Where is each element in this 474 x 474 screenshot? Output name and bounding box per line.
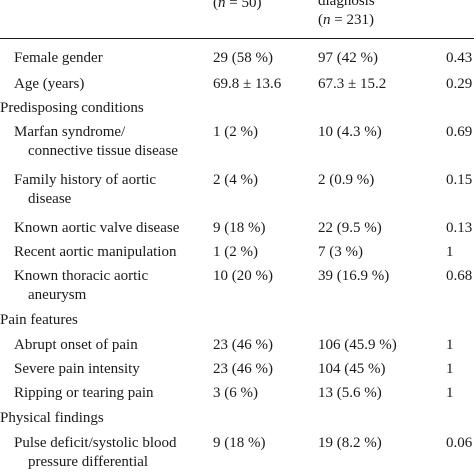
row-label2-marfan: connective tissue disease xyxy=(28,143,178,159)
header-rule xyxy=(0,38,474,39)
row-label-pulse-deficit: Pulse deficit/systolic blood xyxy=(14,435,177,451)
row-c2-family-history: 2 (0.9 %) xyxy=(318,172,375,188)
row-label2-thoracic-aneurysm: aneurysm xyxy=(28,287,87,303)
row-c3-aortic-manipulation: 1 xyxy=(446,244,454,260)
row-c1-family-history: 2 (4 %) xyxy=(213,172,258,188)
row-c1-ripping-pain: 3 (6 %) xyxy=(213,385,258,401)
row-c1-abrupt-onset: 23 (46 %) xyxy=(213,337,273,353)
row-label2-family-history: disease xyxy=(28,191,72,207)
row-c3-thoracic-aneurysm: 0.68 xyxy=(446,268,473,284)
row-c3-severe-pain: 1 xyxy=(446,361,454,377)
row-c2-female-gender: 97 (42 %) xyxy=(318,50,378,66)
row-c3-marfan: 0.69 xyxy=(446,124,473,140)
row-c1-thoracic-aneurysm: 10 (20 %) xyxy=(213,268,273,284)
section-physical-findings: Physical findings xyxy=(0,410,104,426)
row-c1-aortic-manipulation: 1 (2 %) xyxy=(213,244,258,260)
header-col1-n: (n = 50) xyxy=(213,0,261,13)
header-col2-n: (n = 231) xyxy=(318,10,374,30)
row-label2-pulse-deficit: pressure differential xyxy=(28,454,149,470)
row-label-abrupt-onset: Abrupt onset of pain xyxy=(14,337,138,353)
row-c2-severe-pain: 104 (45 %) xyxy=(318,361,386,377)
row-label-female-gender: Female gender xyxy=(14,50,103,66)
row-label-severe-pain: Severe pain intensity xyxy=(14,361,140,377)
header-col2-n-prefix: ( xyxy=(318,12,323,28)
row-label-age: Age (years) xyxy=(14,76,85,92)
row-c2-marfan: 10 (4.3 %) xyxy=(318,124,382,140)
row-c2-thoracic-aneurysm: 39 (16.9 %) xyxy=(318,268,390,284)
header-col1-n-suffix: = 50) xyxy=(225,0,262,11)
section-predisposing-conditions: Predisposing conditions xyxy=(0,100,144,116)
row-c3-pulse-deficit: 0.06 xyxy=(446,435,473,451)
row-c1-pulse-deficit: 9 (18 %) xyxy=(213,435,266,451)
row-c1-severe-pain: 23 (46 %) xyxy=(213,361,273,377)
row-label-marfan: Marfan syndrome/ xyxy=(14,124,126,140)
row-c3-abrupt-onset: 1 xyxy=(446,337,454,353)
row-c1-aortic-valve: 9 (18 %) xyxy=(213,220,266,236)
header-col2-top: diagnosis xyxy=(318,0,375,9)
header-col2-n-suffix: = 231) xyxy=(330,12,374,28)
row-c3-female-gender: 0.43 xyxy=(446,50,473,66)
row-label-aortic-valve: Known aortic valve disease xyxy=(14,220,180,236)
row-c2-aortic-valve: 22 (9.5 %) xyxy=(318,220,382,236)
row-c1-marfan: 1 (2 %) xyxy=(213,124,258,140)
row-c3-family-history: 0.15 xyxy=(446,172,473,188)
header-col1-n-var: n xyxy=(218,0,226,11)
header-col1-n-prefix: ( xyxy=(213,0,218,11)
row-c2-aortic-manipulation: 7 (3 %) xyxy=(318,244,363,260)
row-label-thoracic-aneurysm: Known thoracic aortic xyxy=(14,268,149,284)
row-c3-age: 0.29 xyxy=(446,76,473,92)
row-c2-age: 67.3 ± 15.2 xyxy=(318,76,387,92)
row-label-family-history: Family history of aortic xyxy=(14,172,157,188)
row-c2-abrupt-onset: 106 (45.9 %) xyxy=(318,337,397,353)
header-col2-n-var: n xyxy=(323,12,331,28)
section-pain-features: Pain features xyxy=(0,312,78,328)
row-c3-aortic-valve: 0.13 xyxy=(446,220,473,236)
row-c2-ripping-pain: 13 (5.6 %) xyxy=(318,385,382,401)
row-c2-pulse-deficit: 19 (8.2 %) xyxy=(318,435,382,451)
row-label-ripping-pain: Ripping or tearing pain xyxy=(14,385,154,401)
row-label-aortic-manipulation: Recent aortic manipulation xyxy=(14,244,177,260)
row-c1-age: 69.8 ± 13.6 xyxy=(213,76,282,92)
row-c1-female-gender: 29 (58 %) xyxy=(213,50,273,66)
row-c3-ripping-pain: 1 xyxy=(446,385,454,401)
